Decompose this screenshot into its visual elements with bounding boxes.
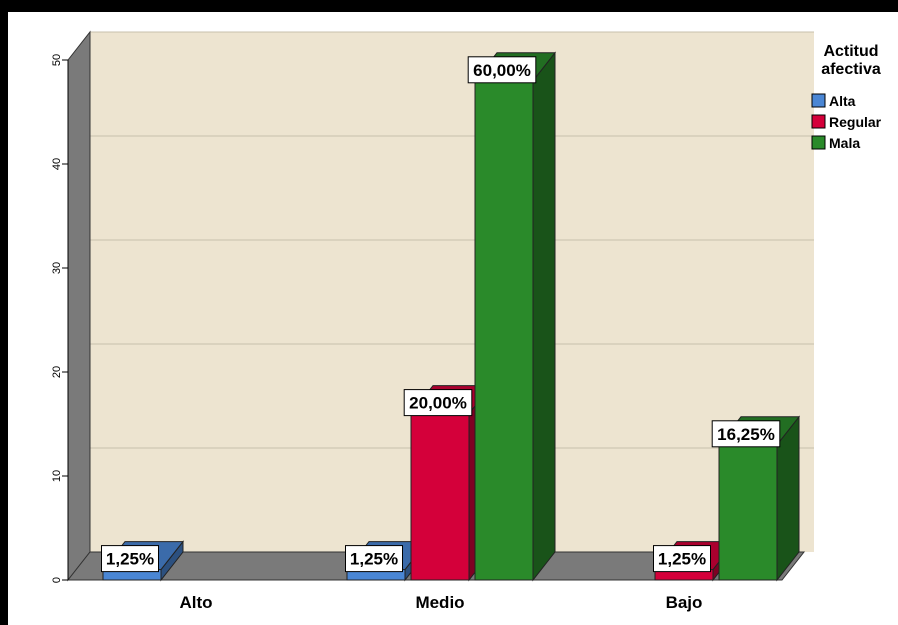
bar-chart: 0 10 20 30 40 50 1,25% 1,25% 20,00% 1,25% 60,00% 16… xyxy=(51,30,882,612)
y-tick-label: 10 xyxy=(51,470,63,482)
data-label-box xyxy=(345,545,403,573)
legend-item: Alta xyxy=(829,93,856,109)
y-tick-label: 40 xyxy=(51,158,63,170)
x-tick-label: Bajo xyxy=(666,593,703,612)
bar-side xyxy=(532,51,556,582)
bar-regular xyxy=(410,413,470,581)
y-tick-label: 50 xyxy=(51,54,63,66)
y-tick-label: 30 xyxy=(51,262,63,274)
legend-swatch xyxy=(811,135,826,150)
legend-item: Regular xyxy=(829,114,882,130)
data-label-box xyxy=(403,389,473,417)
data-label: 20,00% xyxy=(409,394,467,413)
data-label: 60,00% xyxy=(473,61,531,80)
y-tick-label: 20 xyxy=(51,366,63,378)
x-tick-label: Alto xyxy=(179,593,212,612)
data-label: 1,25% xyxy=(658,550,706,569)
legend-item: Mala xyxy=(829,135,860,151)
data-label: 1,25% xyxy=(106,550,154,569)
legend-swatch xyxy=(811,93,826,108)
chart-frame: 0 10 20 30 40 50 1,25% 1,25% 20,00% 1,25% 60,00% 16… xyxy=(8,12,898,625)
y-tick-label: 0 xyxy=(51,577,63,583)
data-label: 16,25% xyxy=(717,425,775,444)
left-wall xyxy=(67,30,91,582)
data-label-box xyxy=(101,545,159,573)
data-label-box xyxy=(467,56,537,84)
data-label-box xyxy=(711,420,781,448)
data-label-box xyxy=(653,545,711,573)
x-tick-label: Medio xyxy=(415,593,464,612)
bar-mala xyxy=(718,444,778,581)
bar-mala xyxy=(474,80,534,581)
legend-title: Actitud afectiva xyxy=(821,43,881,78)
legend-swatch xyxy=(811,114,826,129)
data-label: 1,25% xyxy=(350,550,398,569)
